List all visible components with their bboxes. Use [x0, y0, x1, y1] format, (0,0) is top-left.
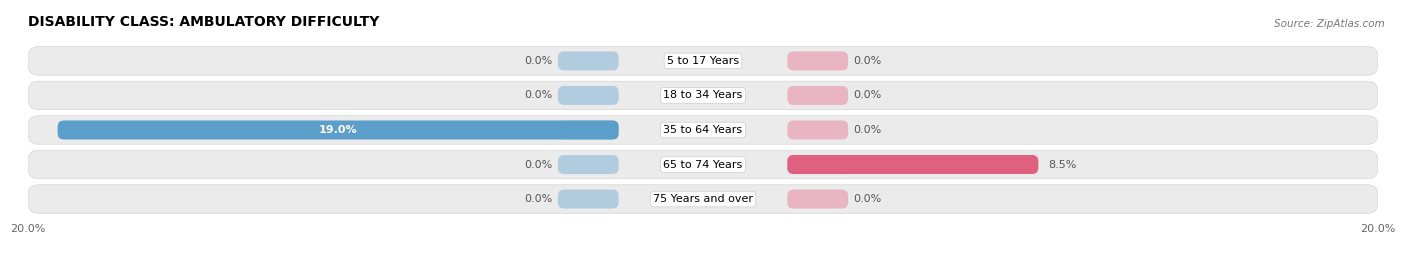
Text: 0.0%: 0.0% — [524, 159, 553, 170]
FancyBboxPatch shape — [787, 121, 848, 139]
Legend: Male, Female: Male, Female — [641, 267, 765, 268]
Text: 0.0%: 0.0% — [524, 90, 553, 100]
FancyBboxPatch shape — [787, 86, 848, 105]
FancyBboxPatch shape — [28, 47, 1378, 75]
Text: 8.5%: 8.5% — [1049, 159, 1077, 170]
Text: 0.0%: 0.0% — [853, 90, 882, 100]
FancyBboxPatch shape — [787, 155, 1039, 174]
Text: 5 to 17 Years: 5 to 17 Years — [666, 56, 740, 66]
FancyBboxPatch shape — [28, 81, 1378, 110]
FancyBboxPatch shape — [558, 189, 619, 209]
Text: DISABILITY CLASS: AMBULATORY DIFFICULTY: DISABILITY CLASS: AMBULATORY DIFFICULTY — [28, 15, 380, 29]
Text: 35 to 64 Years: 35 to 64 Years — [664, 125, 742, 135]
FancyBboxPatch shape — [558, 155, 619, 174]
Text: 0.0%: 0.0% — [853, 194, 882, 204]
FancyBboxPatch shape — [787, 51, 848, 70]
Text: 65 to 74 Years: 65 to 74 Years — [664, 159, 742, 170]
Text: Source: ZipAtlas.com: Source: ZipAtlas.com — [1274, 19, 1385, 29]
FancyBboxPatch shape — [28, 185, 1378, 213]
FancyBboxPatch shape — [28, 116, 1378, 144]
Text: 19.0%: 19.0% — [319, 125, 357, 135]
Text: 0.0%: 0.0% — [524, 194, 553, 204]
FancyBboxPatch shape — [787, 155, 848, 174]
Text: 75 Years and over: 75 Years and over — [652, 194, 754, 204]
FancyBboxPatch shape — [28, 150, 1378, 179]
Text: 0.0%: 0.0% — [853, 125, 882, 135]
Text: 0.0%: 0.0% — [524, 56, 553, 66]
FancyBboxPatch shape — [58, 121, 619, 139]
Text: 18 to 34 Years: 18 to 34 Years — [664, 90, 742, 100]
FancyBboxPatch shape — [558, 121, 619, 139]
FancyBboxPatch shape — [558, 51, 619, 70]
FancyBboxPatch shape — [558, 86, 619, 105]
FancyBboxPatch shape — [787, 189, 848, 209]
Text: 0.0%: 0.0% — [853, 56, 882, 66]
